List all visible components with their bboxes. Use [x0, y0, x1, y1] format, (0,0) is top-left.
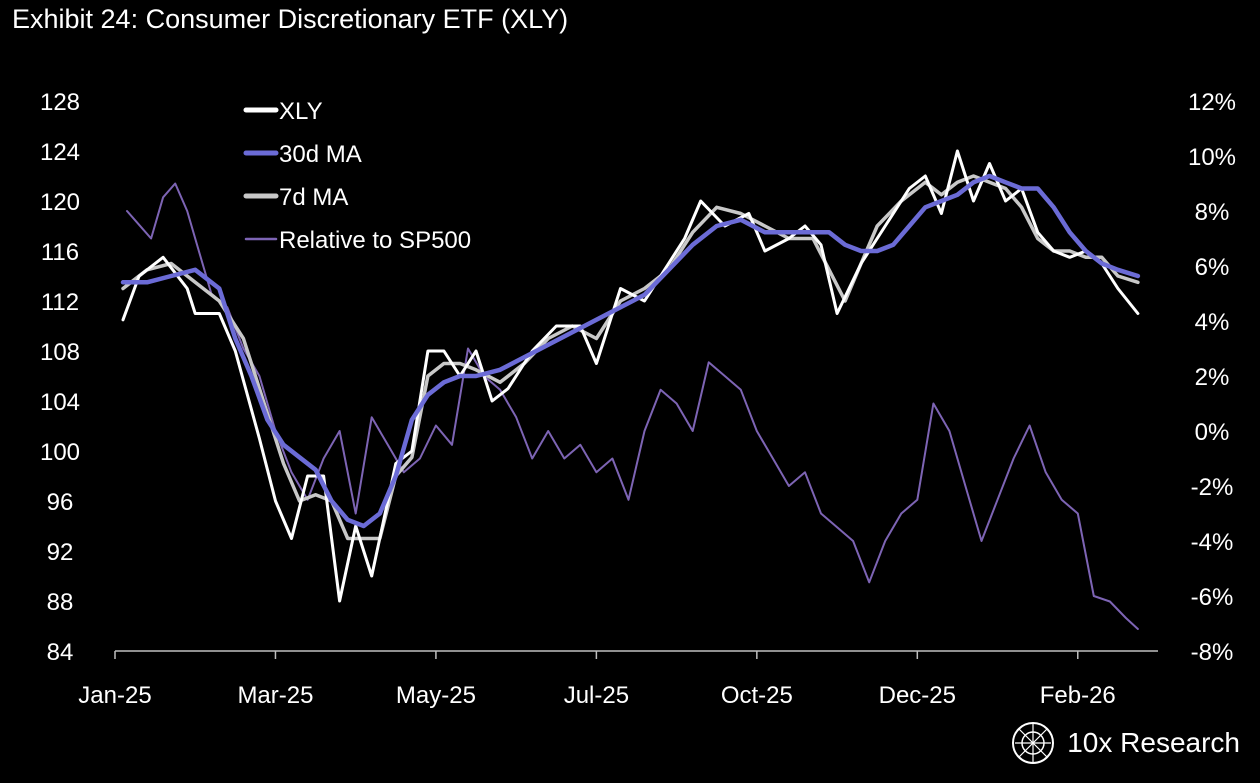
x-tick-label: Jul-25: [564, 682, 629, 709]
series-line-7d-ma: [121, 174, 1140, 541]
series-layer: [120, 149, 1141, 630]
legend-label: 30d MA: [279, 141, 362, 168]
left-tick-label: 84: [47, 639, 74, 666]
series-line-relative-to-sp500: [126, 182, 1139, 630]
x-tick-label: Oct-25: [721, 682, 793, 709]
right-tick-label: -2%: [1191, 474, 1234, 501]
legend-label: XLY: [279, 98, 323, 125]
right-tick-label: -4%: [1191, 529, 1234, 556]
left-tick-label: 96: [47, 489, 74, 516]
right-axis: 12% 10% 8% 6% 4% 2% 0% -2% -4% -6% -8%: [1188, 89, 1236, 666]
legend: XLY 30d MA 7d MA Relative to SP500: [243, 98, 471, 254]
left-tick-label: 92: [47, 539, 74, 566]
x-tick-label: Feb-26: [1040, 682, 1116, 709]
left-tick-label: 104: [40, 389, 80, 416]
series-line-30d-ma: [120, 173, 1141, 529]
legend-label: Relative to SP500: [279, 227, 471, 254]
left-tick-label: 124: [40, 139, 80, 166]
left-tick-label: 128: [40, 89, 80, 116]
right-tick-label: 0%: [1195, 419, 1230, 446]
brand-name: 10x Research: [1067, 727, 1240, 758]
left-tick-label: 88: [47, 589, 74, 616]
right-tick-label: 8%: [1195, 199, 1230, 226]
left-tick-label: 100: [40, 439, 80, 466]
left-axis: 128 124 120 116 112 108 104 100 96 92 88 84: [40, 89, 80, 666]
right-tick-label: 2%: [1195, 364, 1230, 391]
series-line-xly: [121, 149, 1140, 603]
left-tick-label: 120: [40, 189, 80, 216]
brand: 10x Research: [1011, 721, 1240, 765]
right-tick-label: 6%: [1195, 254, 1230, 281]
chart-title: Exhibit 24: Consumer Discretionary ETF (…: [12, 4, 569, 34]
x-axis: Jan-25 Mar-25 May-25 Jul-25 Oct-25 Dec-25 Feb-…: [78, 651, 1116, 709]
right-tick-label: 12%: [1188, 89, 1236, 116]
x-tick-label: May-25: [396, 682, 476, 709]
x-tick-label: Jan-25: [78, 682, 151, 709]
left-tick-label: 116: [41, 239, 79, 266]
globe-logo-icon: [1012, 722, 1055, 764]
x-tick-label: Mar-25: [237, 682, 313, 709]
right-tick-label: 4%: [1195, 309, 1230, 336]
x-tick-label: Dec-25: [879, 682, 956, 709]
left-tick-label: 108: [40, 339, 80, 366]
right-tick-label: -8%: [1191, 639, 1234, 666]
right-tick-label: -6%: [1191, 584, 1234, 611]
right-tick-label: 10%: [1188, 144, 1236, 171]
left-tick-label: 112: [41, 289, 79, 316]
legend-label: 7d MA: [279, 184, 348, 211]
